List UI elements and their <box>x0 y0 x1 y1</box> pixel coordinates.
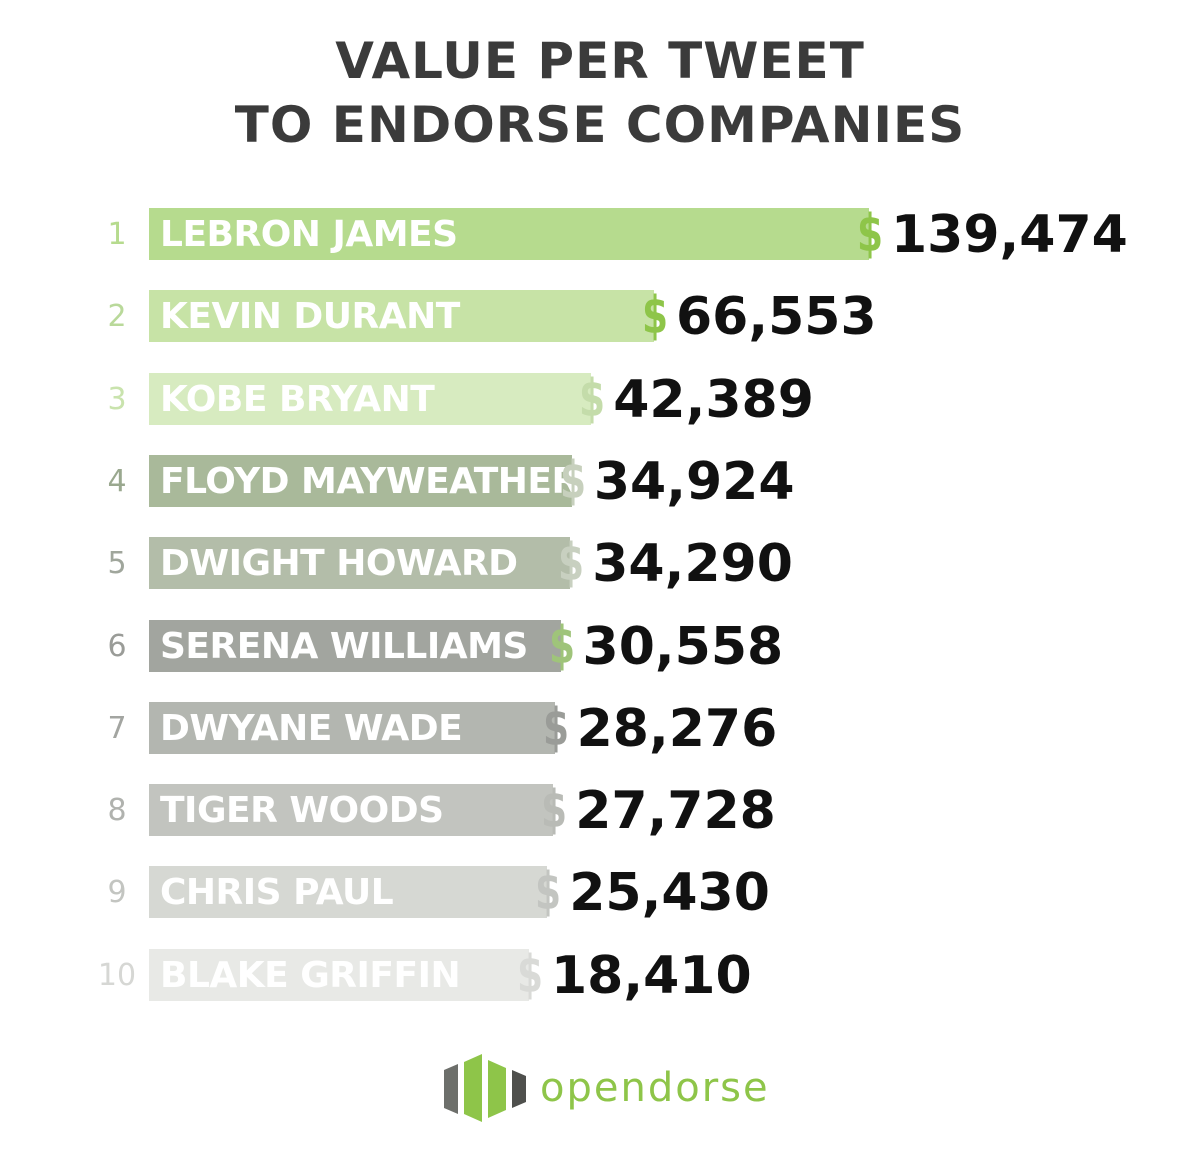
value-label: 28,276 <box>576 698 778 759</box>
dollar-sign-icon: $ <box>548 615 575 676</box>
bar-chart: 1 LEBRON JAMES $139,474 2 KEVIN DURANT $66,55… <box>0 204 1200 1006</box>
value-label: 25,430 <box>569 863 770 924</box>
rank-number: 5 <box>107 546 127 582</box>
value-label: 34,290 <box>592 534 793 595</box>
bar-row: 3 KOBE BRYANT $42,389 <box>0 369 1200 430</box>
dollar-sign-icon: $ <box>558 533 585 594</box>
bar-row: 8 TIGER WOODS $27,728 <box>0 780 1200 841</box>
category-label: DWYANE WADE <box>160 707 463 749</box>
bar <box>149 948 529 1001</box>
value-label: 27,728 <box>575 781 776 842</box>
value-label: 66,553 <box>676 287 877 348</box>
category-label: KEVIN DURANT <box>160 296 460 338</box>
bar <box>149 208 869 260</box>
bar-row: 1 LEBRON JAMES $139,474 <box>0 204 1200 265</box>
bar <box>149 454 572 507</box>
dollar-sign-icon: $ <box>535 862 562 923</box>
bar <box>149 537 571 590</box>
bar-row: 7 DWYANE WADE $28,276 <box>0 698 1200 759</box>
dollar-sign-icon: $ <box>857 204 884 264</box>
bar-row: 9 CHRIS PAUL $25,430 <box>0 862 1200 923</box>
bar <box>149 784 554 837</box>
category-label: CHRIS PAUL <box>160 872 394 914</box>
opendorse-logo-icon <box>444 1054 526 1122</box>
bar <box>149 619 561 672</box>
category-label: DWIGHT HOWARD <box>160 543 518 585</box>
rank-number: 6 <box>107 628 127 664</box>
bar-row: 6 SERENA WILLIAMS $30,558 <box>0 616 1200 677</box>
dollar-sign-icon: $ <box>642 286 669 347</box>
bar <box>149 290 654 343</box>
category-label: TIGER WOODS <box>160 790 444 832</box>
value-label: 30,558 <box>582 616 784 677</box>
rank-number: 7 <box>107 710 127 746</box>
brand-name: opendorse <box>540 1065 770 1111</box>
chart-title-line-2: TO ENDORSE COMPANIES <box>234 96 966 154</box>
value-label: 18,410 <box>551 945 752 1006</box>
category-label: KOBE BRYANT <box>160 378 435 420</box>
bar-row: 4 FLOYD MAYWEATHER $34,924 <box>0 451 1200 512</box>
bar-row: 2 KEVIN DURANT $66,553 <box>0 286 1200 347</box>
dollar-sign-icon: $ <box>517 944 544 1005</box>
rank-number: 10 <box>97 957 137 993</box>
rank-number: 8 <box>107 793 127 829</box>
category-label: FLOYD MAYWEATHER <box>160 460 579 502</box>
bar-row: 5 DWIGHT HOWARD $34,290 <box>0 533 1200 594</box>
value-label: 34,924 <box>593 451 795 512</box>
rank-number: 9 <box>107 875 127 911</box>
bar-row: 10 BLAKE GRIFFIN $18,410 <box>0 945 1200 1006</box>
chart-title-line-1: VALUE PER TWEET <box>335 32 865 90</box>
rank-number: 4 <box>107 463 127 499</box>
rank-number: 2 <box>107 299 127 335</box>
value-label: 42,389 <box>613 369 814 430</box>
brand-footer: opendorse <box>440 1052 780 1122</box>
rank-number: 1 <box>107 217 127 252</box>
dollar-sign-icon: $ <box>579 368 606 429</box>
category-label: SERENA WILLIAMS <box>160 625 528 667</box>
bar <box>149 372 592 425</box>
category-label: LEBRON JAMES <box>160 214 458 255</box>
dollar-sign-icon: $ <box>541 780 568 841</box>
value-label: 139,474 <box>891 205 1128 265</box>
dollar-sign-icon: $ <box>559 450 586 511</box>
category-label: BLAKE GRIFFIN <box>160 954 461 996</box>
bar <box>149 866 548 919</box>
rank-number: 3 <box>107 381 127 417</box>
dollar-sign-icon: $ <box>542 697 569 758</box>
bar <box>149 701 555 754</box>
